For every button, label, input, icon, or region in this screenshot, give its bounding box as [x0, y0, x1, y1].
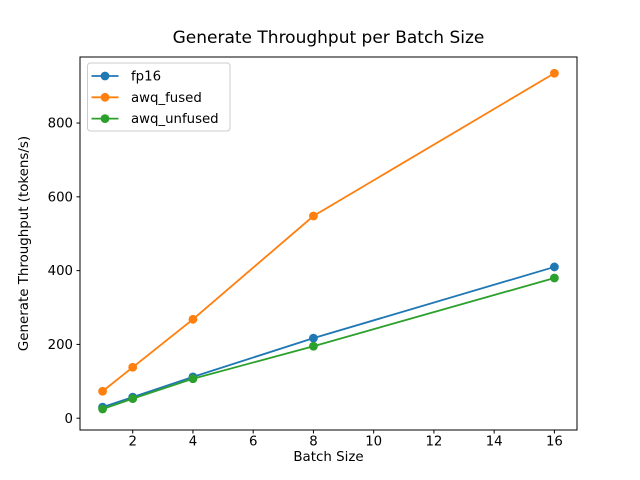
legend-marker-icon — [100, 114, 110, 123]
data-point-fp16 — [309, 333, 318, 343]
chart-title: Generate Throughput per Batch Size — [173, 28, 485, 48]
y-tick-label: 200 — [48, 338, 73, 353]
y-tick-label: 800 — [48, 117, 73, 132]
legend-label: fp16 — [131, 70, 161, 85]
data-point-awq_unfused — [188, 374, 198, 384]
x-tick-label: 16 — [546, 435, 563, 450]
data-point-awq_fused — [188, 314, 198, 324]
legend-box — [87, 62, 231, 132]
data-point-awq_unfused — [550, 273, 559, 283]
x-tick-label: 4 — [189, 435, 197, 450]
plot-border — [79, 56, 578, 431]
legend-label: awq_unfused — [131, 112, 219, 127]
legend-marker-icon — [100, 71, 110, 81]
y-tick-label: 600 — [48, 190, 73, 205]
legend-label: awq_fused — [131, 91, 202, 106]
data-point-awq_unfused — [309, 341, 318, 351]
x-axis-label: Batch Size — [293, 450, 363, 465]
data-point-awq_fused — [550, 68, 559, 78]
data-point-awq_unfused — [98, 404, 107, 414]
x-tick-label: 10 — [365, 435, 382, 450]
y-tick-label: 0 — [65, 412, 73, 427]
legend-marker-icon — [100, 92, 110, 102]
x-tick-label: 14 — [486, 435, 503, 450]
data-series — [98, 68, 559, 414]
legend: fp16 awq_fused awq_unfused — [87, 62, 231, 132]
axis-ticks: 2 4 6 8 10 12 14 16 0 200 400 600 800 — [48, 117, 563, 450]
x-tick-label: 12 — [425, 435, 442, 450]
data-point-awq_fused — [309, 211, 318, 221]
data-point-fp16 — [550, 262, 559, 272]
x-tick-label: 2 — [128, 435, 136, 450]
y-tick-label: 400 — [48, 264, 73, 279]
y-axis-label: Generate Throughput (tokens/s) — [17, 136, 32, 351]
data-point-awq_fused — [98, 386, 107, 396]
series-line-awq_unfused — [102, 277, 555, 410]
x-tick-label: 8 — [309, 435, 317, 450]
data-point-awq_unfused — [128, 394, 138, 404]
data-point-awq_fused — [128, 362, 138, 372]
x-tick-label: 6 — [249, 435, 257, 450]
